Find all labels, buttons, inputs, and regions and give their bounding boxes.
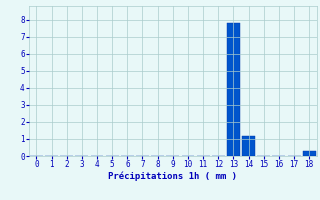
Bar	[303, 151, 316, 156]
Bar	[227, 23, 240, 156]
X-axis label: Précipitations 1h ( mm ): Précipitations 1h ( mm )	[108, 172, 237, 181]
Bar	[242, 136, 255, 156]
